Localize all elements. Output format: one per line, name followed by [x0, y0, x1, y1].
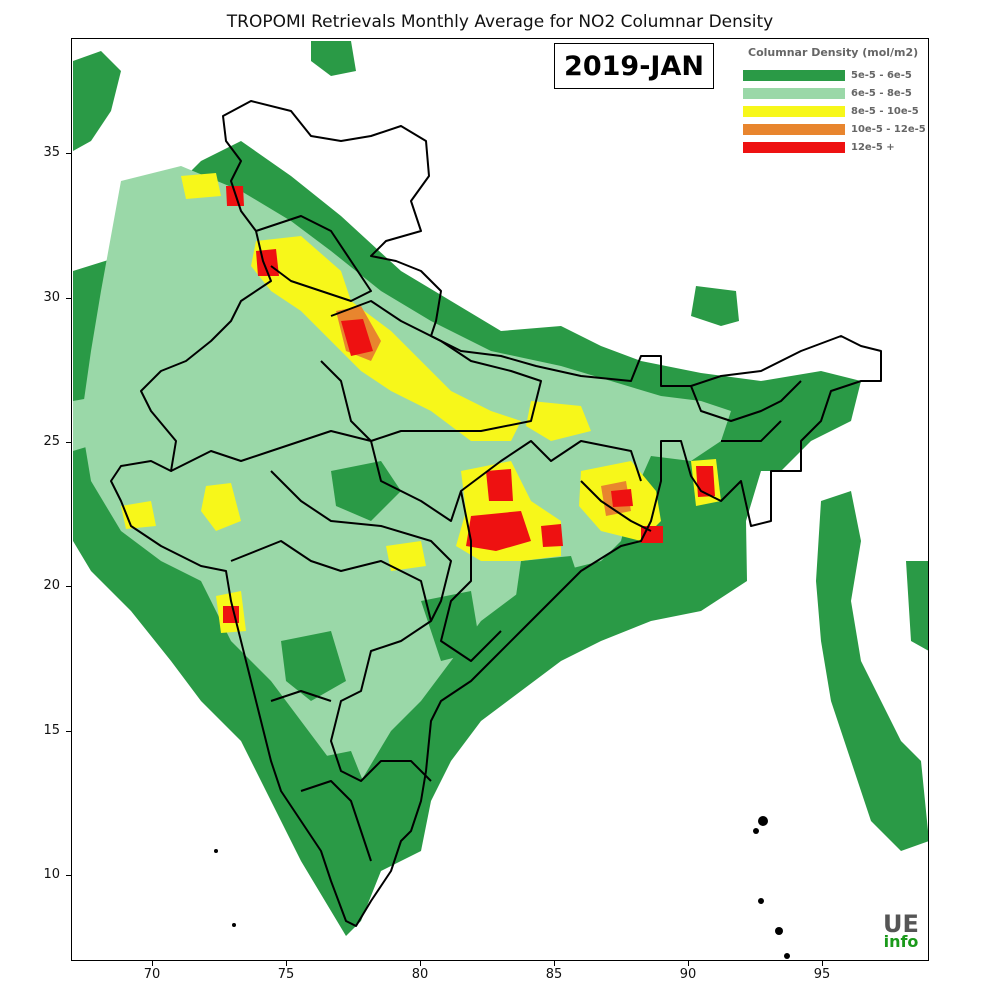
- legend-item: 10e-5 - 12e-5: [740, 120, 930, 138]
- y-tick-mark: [66, 731, 71, 732]
- date-label-box: 2019-JAN: [554, 43, 714, 89]
- legend-item: 5e-5 - 6e-5: [740, 66, 930, 84]
- x-tick-label: 85: [545, 967, 563, 982]
- x-tick-mark: [822, 961, 823, 966]
- legend-title: Columnar Density (mol/m2): [748, 46, 919, 59]
- x-tick-mark: [286, 961, 287, 966]
- y-tick-label: 30: [43, 290, 60, 305]
- x-tick-mark: [554, 961, 555, 966]
- y-tick-mark: [66, 442, 71, 443]
- ue-info-logo: UE info: [876, 912, 926, 950]
- x-tick-label: 75: [277, 967, 295, 982]
- legend-swatch: [743, 105, 845, 117]
- y-tick-label: 20: [43, 578, 60, 593]
- x-tick-mark: [688, 961, 689, 966]
- y-tick-mark: [66, 875, 71, 876]
- x-tick-mark: [152, 961, 153, 966]
- legend-swatch: [743, 69, 845, 81]
- map-title: TROPOMI Retrievals Monthly Average for N…: [226, 12, 774, 32]
- legend-item: 6e-5 - 8e-5: [740, 84, 930, 102]
- x-tick-label: 95: [813, 967, 831, 982]
- y-tick-label: 35: [43, 145, 60, 160]
- legend-item: 12e-5 +: [740, 138, 930, 156]
- y-tick-label: 25: [43, 434, 60, 449]
- legend-swatch: [743, 123, 845, 135]
- legend-label: 5e-5 - 6e-5: [851, 69, 912, 81]
- y-tick-label: 10: [43, 867, 60, 882]
- legend-label: 6e-5 - 8e-5: [851, 87, 912, 99]
- y-tick-mark: [66, 153, 71, 154]
- state-boundaries: [110, 100, 882, 927]
- y-tick-mark: [66, 586, 71, 587]
- legend-label: 12e-5 +: [851, 141, 895, 153]
- legend-label: 10e-5 - 12e-5: [851, 123, 926, 135]
- legend-swatch: [743, 87, 845, 99]
- x-tick-label: 70: [143, 967, 161, 982]
- x-tick-label: 90: [679, 967, 697, 982]
- no2-density-map: [73, 41, 928, 959]
- logo-text-bottom: info: [883, 932, 919, 951]
- island-outlines: [214, 816, 790, 959]
- y-tick-label: 15: [43, 723, 60, 738]
- legend-item: 8e-5 - 10e-5: [740, 102, 930, 120]
- density-patches-5e5: [281, 461, 586, 831]
- x-tick-mark: [420, 961, 421, 966]
- legend-swatch: [743, 141, 845, 153]
- legend: Columnar Density (mol/m2) 5e-5 - 6e-5 6e…: [740, 46, 930, 156]
- map-plot-area[interactable]: [71, 38, 929, 961]
- y-tick-mark: [66, 298, 71, 299]
- legend-label: 8e-5 - 10e-5: [851, 105, 919, 117]
- x-tick-label: 80: [411, 967, 429, 982]
- logo-text-top: UE: [883, 910, 919, 938]
